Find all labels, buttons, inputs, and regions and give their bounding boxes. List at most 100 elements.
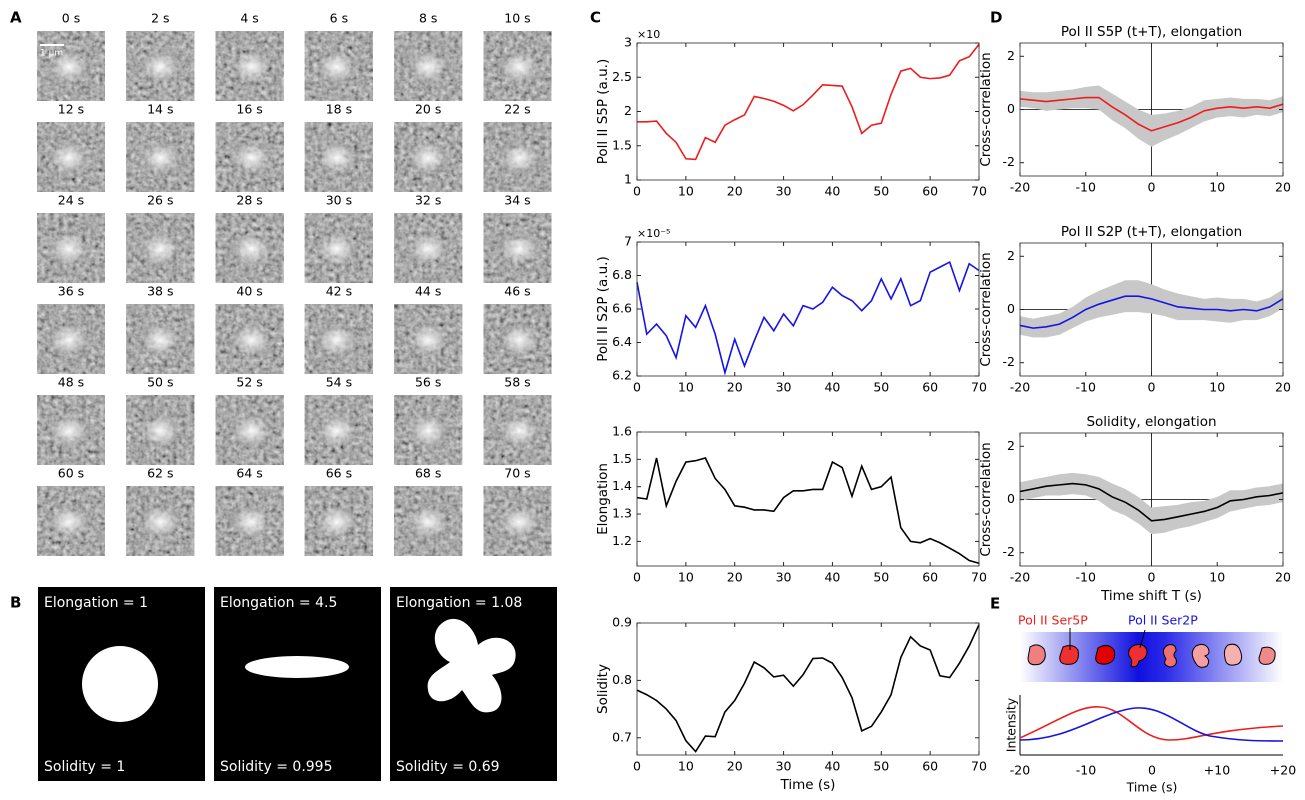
x-tick-label: 0: [633, 759, 641, 774]
axes-frame: [636, 431, 980, 567]
y-tick-label: 0: [1007, 301, 1015, 316]
x-tick-label: 60: [922, 184, 938, 199]
y-tick-label: -2: [1003, 154, 1015, 169]
cell-shape: [1223, 643, 1243, 666]
y-tick-label: 6.6: [612, 301, 632, 316]
y-tick-label: 2: [1007, 438, 1015, 453]
shape-label: Elongation = 1.08: [396, 595, 522, 611]
data-line: [1019, 482, 1284, 522]
y-tick-label: 3: [624, 35, 632, 50]
time-label: 36 s: [58, 284, 84, 299]
y-axis-label: Cross-correlation: [978, 442, 994, 556]
y-tick-label: 1.2: [612, 533, 632, 548]
x-tick-label: -10: [1076, 380, 1096, 395]
time-label: 32 s: [415, 193, 441, 208]
panel-label: A: [10, 9, 22, 27]
schematic-tick: 0: [1148, 763, 1156, 778]
y-tick-label: 6.2: [612, 368, 632, 383]
image-spot: [229, 140, 274, 176]
image-spot: [497, 504, 542, 540]
image-spot: [314, 140, 359, 176]
x-tick-label: 20: [1275, 180, 1291, 195]
image-spot: [47, 231, 91, 267]
y-axis-label: Poll II S5P (a.u.): [595, 59, 611, 165]
data-line: [1019, 96, 1284, 132]
time-label: 40 s: [236, 284, 262, 299]
x-tick-label: 70: [971, 184, 987, 199]
image-spot: [314, 49, 359, 85]
time-label: 42 s: [326, 284, 352, 299]
image-spot: [497, 49, 542, 85]
image-spot: [406, 322, 451, 358]
panel-label: C: [590, 9, 601, 27]
time-label: 24 s: [58, 193, 84, 208]
data-line: [1019, 295, 1284, 329]
x-tick-label: 10: [1209, 380, 1225, 395]
time-label: 56 s: [415, 375, 441, 390]
image-spot: [406, 140, 451, 176]
time-label: 62 s: [147, 466, 173, 481]
y-tick-label: 0: [1007, 101, 1015, 116]
time-label: 58 s: [504, 375, 530, 390]
cell-shape: [1258, 646, 1276, 665]
image-spot: [47, 413, 91, 449]
error-band: [1020, 85, 1283, 147]
x-tick-label: 20: [727, 570, 743, 585]
schematic-label: Pol II Ser2P: [1128, 613, 1198, 628]
x-tick-label: 40: [824, 759, 840, 774]
time-label: 66 s: [326, 466, 352, 481]
x-tick-label: 20: [727, 759, 743, 774]
time-label: 6 s: [330, 11, 348, 26]
image-spot: [406, 49, 451, 85]
x-tick-label: 10: [678, 184, 694, 199]
schematic-ylabel: Intensity: [1004, 697, 1019, 752]
image-spot: [406, 504, 451, 540]
schematic-label: Pol II Ser5P: [1018, 613, 1088, 628]
image-spot: [314, 413, 359, 449]
image-spot: [229, 231, 274, 267]
x-tick-label: 0: [1148, 570, 1156, 585]
shape-label: Elongation = 4.5: [220, 595, 337, 611]
image-spot: [314, 504, 359, 540]
cell-shape: [1128, 644, 1148, 668]
x-tick-label: 10: [678, 570, 694, 585]
chart-title: Solidity, elongation: [1086, 414, 1216, 430]
time-label: 68 s: [415, 466, 441, 481]
y-tick-label: 1.5: [612, 137, 632, 152]
shape-bg: [214, 587, 381, 781]
y-axis-label: Cross-correlation: [978, 52, 994, 166]
x-tick-label: 70: [971, 759, 987, 774]
x-axis-label: Time (s): [780, 777, 836, 793]
x-tick-label: 50: [873, 759, 889, 774]
shape-label: Solidity = 0.995: [220, 759, 333, 775]
image-spot: [138, 322, 183, 358]
schematic-tick: +10: [1204, 763, 1230, 778]
y-tick-label: -2: [1003, 354, 1015, 369]
image-spot: [229, 413, 274, 449]
exponent-label: ×10⁻⁵: [637, 227, 670, 240]
image-spot: [138, 504, 183, 540]
time-label: 20 s: [415, 102, 441, 117]
cell-shape: [1191, 643, 1210, 668]
image-spot: [497, 140, 542, 176]
x-tick-label: 10: [678, 759, 694, 774]
schematic-curve: [1019, 706, 1284, 741]
image-spot: [497, 413, 542, 449]
time-label: 34 s: [504, 193, 530, 208]
x-tick-label: 0: [633, 184, 641, 199]
y-tick-label: 1.4: [612, 478, 632, 493]
time-label: 54 s: [326, 375, 352, 390]
chart-title: Pol II S2P (t+T), elongation: [1061, 224, 1242, 240]
x-tick-label: -20: [1010, 570, 1030, 585]
time-label: 12 s: [58, 102, 84, 117]
shape: [245, 656, 349, 678]
schematic-tick: -20: [1010, 763, 1030, 778]
y-tick-label: 0.8: [612, 672, 632, 687]
x-tick-label: 20: [727, 380, 743, 395]
cell-shape: [1095, 644, 1116, 665]
panel-label: B: [10, 594, 21, 612]
image-spot: [229, 49, 274, 85]
time-label: 22 s: [504, 102, 530, 117]
image-spot: [47, 322, 91, 358]
